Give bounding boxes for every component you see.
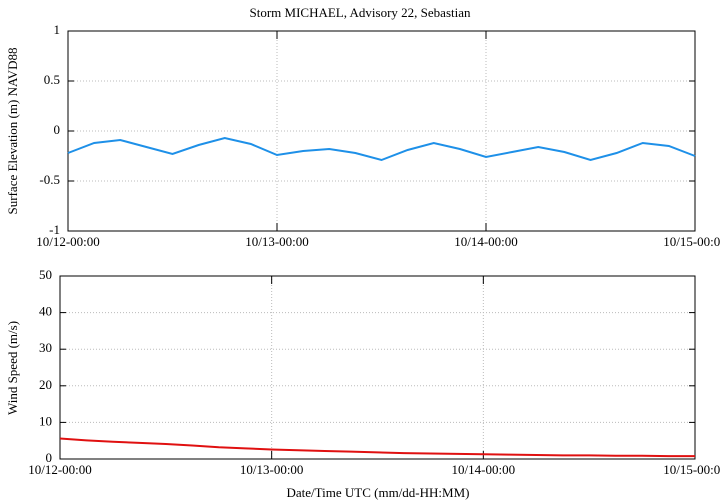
y-tick-label: 0 <box>46 450 53 465</box>
x-tick-label: 10/13-00:00 <box>240 462 304 477</box>
x-tick-label: 10/13-00:00 <box>245 234 309 249</box>
plot-frame <box>59 275 696 460</box>
chart-title: Storm MICHAEL, Advisory 22, Sebastian <box>250 5 471 20</box>
data-line <box>59 437 695 458</box>
y-tick-label: 20 <box>39 377 52 392</box>
y-tick-label: 50 <box>39 267 52 282</box>
y-tick-label: 0 <box>54 122 61 137</box>
x-tick-label: 10/15-00:00 <box>663 234 720 249</box>
x-tick-label: 10/12-00:00 <box>36 234 100 249</box>
y-axis-label: Surface Elevation (m) NAVD88 <box>5 48 20 215</box>
x-tick-label: 10/14-00:00 <box>452 462 516 477</box>
data-line <box>67 136 696 162</box>
y-tick-label: 10 <box>39 413 52 428</box>
y-axis-label: Wind Speed (m/s) <box>5 321 20 415</box>
y-tick-label: -0.5 <box>39 172 60 187</box>
y-tick-label: 0.5 <box>44 72 60 87</box>
y-tick-label: 1 <box>54 22 61 37</box>
x-tick-label: 10/12-00:00 <box>28 462 92 477</box>
x-tick-label: 10/15-00:00 <box>663 462 720 477</box>
y-tick-label: -1 <box>49 222 60 237</box>
y-tick-label: 30 <box>39 340 52 355</box>
x-tick-label: 10/14-00:00 <box>454 234 518 249</box>
x-axis-label: Date/Time UTC (mm/dd-HH:MM) <box>287 485 470 500</box>
plot-frame <box>67 30 696 232</box>
y-tick-label: 40 <box>39 304 52 319</box>
